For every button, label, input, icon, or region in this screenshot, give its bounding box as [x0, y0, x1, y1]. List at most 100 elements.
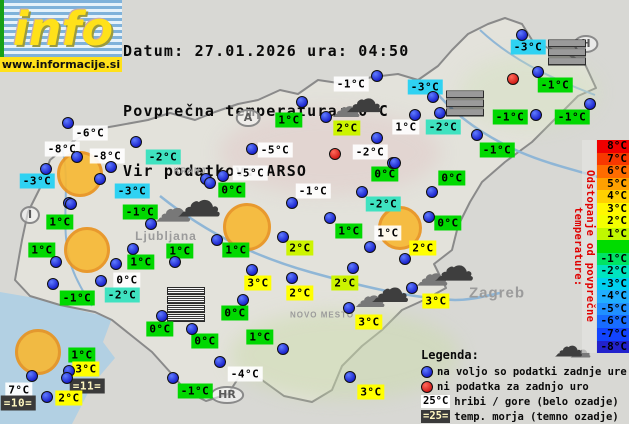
scale-entry: 1°C	[597, 227, 629, 241]
blue-station-dot	[47, 278, 59, 290]
station-temp-label: 2°C	[333, 120, 361, 136]
blue-station-dot	[356, 186, 368, 198]
blue-station-dot	[246, 264, 258, 276]
blue-station-dot	[389, 157, 401, 169]
scale-entry: 6°C	[597, 165, 629, 178]
station-temp-label: -2°C	[145, 149, 181, 165]
fog-icon	[167, 287, 205, 323]
scale-entry: 8°C	[597, 139, 629, 153]
station-temp-label: =10=	[0, 395, 36, 411]
station-temp-label: 1°C	[46, 214, 74, 230]
blue-station-dot	[71, 151, 83, 163]
station-temp-label: 0°C	[434, 215, 462, 231]
legend-item-text: temp. morja (temno ozadje)	[454, 410, 619, 423]
scale-entry: 2°C	[597, 215, 629, 228]
scale-entry: -2°C	[597, 265, 629, 278]
cloud-icon: ☁☁	[154, 173, 222, 231]
station-temp-label: -4°C	[227, 366, 263, 382]
station-temp-label: -1°C	[333, 76, 369, 92]
station-temp-label: 1°C	[28, 242, 56, 258]
blue-station-dot	[186, 323, 198, 335]
station-temp-label: 3°C	[422, 293, 450, 309]
station-temp-label: -3°C	[407, 79, 443, 95]
station-temp-label: 7°C	[5, 382, 33, 398]
blue-station-dot	[65, 198, 77, 210]
blue-station-dot	[371, 70, 383, 82]
blue-station-dot	[423, 211, 435, 223]
station-temp-label: 1°C	[222, 242, 250, 258]
blue-station-dot	[217, 170, 229, 182]
header-source-line: Vir podatkov: ARSO	[123, 162, 308, 180]
scale-entry: -4°C	[597, 290, 629, 303]
station-temp-label: -2°C	[365, 196, 401, 212]
blue-station-dot	[286, 197, 298, 209]
city-map-label: Ljubljana	[135, 229, 197, 243]
blue-station-dot	[41, 391, 53, 403]
city-map-label: NOVO MESTO	[289, 310, 355, 320]
station-temp-label: 2°C	[286, 240, 314, 256]
cloud-icon: ☁☁	[331, 77, 383, 125]
blue-station-dot	[516, 29, 528, 41]
sun-icon	[15, 329, 61, 375]
station-temp-label: -1°C	[537, 77, 573, 93]
blue-station-dot	[40, 163, 52, 175]
header-avg-temp-line: Povprečna temperatura: 0°C	[123, 102, 389, 120]
sun-icon	[223, 203, 271, 251]
station-temp-label: 3°C	[357, 384, 385, 400]
station-temp-label: -3°C	[510, 39, 546, 55]
site-url-link[interactable]: www.informacije.si	[0, 57, 122, 72]
station-temp-label: -1°C	[59, 290, 95, 306]
station-temp-label: -3°C	[19, 173, 55, 189]
blue-station-dot	[347, 262, 359, 274]
blue-station-dot	[409, 109, 421, 121]
sun-icon	[64, 227, 110, 273]
temperature-deviation-scale: 8°C 7°C 6°C 5°C 4°C 3°C 2°C 1°C -1°C -2°C -3°C -4°C…	[597, 139, 629, 354]
station-temp-label: 0°C	[218, 182, 246, 198]
station-temp-label: 3°C	[72, 361, 100, 377]
scale-entry: -5°C	[597, 302, 629, 316]
blue-station-dot	[343, 302, 355, 314]
station-temp-label: -8°C	[89, 148, 125, 164]
blue-station-dot	[277, 343, 289, 355]
station-temp-label: 2°C	[55, 390, 83, 406]
logo-text: info	[12, 1, 114, 56]
legend-item-text: ni podatka za zadnjo uro	[437, 380, 589, 393]
legend-title: Legenda:	[421, 348, 479, 362]
blue-station-dot	[286, 272, 298, 284]
scale-entry	[597, 240, 629, 253]
scale-entry: 4°C	[597, 190, 629, 203]
station-temp-label: 2°C	[286, 285, 314, 301]
station-temp-label: 0°C	[221, 305, 249, 321]
blue-station-dot	[156, 310, 168, 322]
blue-station-dot	[214, 356, 226, 368]
blue-station-dot	[105, 161, 117, 173]
city-map-label: KRANJ	[173, 166, 207, 176]
station-temp-label: -8°C	[44, 141, 80, 157]
legend-item: 25°C hribi / gore (belo ozadje)	[421, 394, 629, 409]
blue-station-dot	[95, 275, 107, 287]
map-header: Datum: 27.01.2026 ura: 04:50 Povprečna t…	[123, 1, 409, 221]
blue-station-dot	[61, 372, 73, 384]
blue-station-dot	[364, 241, 376, 253]
site-logo[interactable]: info	[0, 0, 122, 57]
station-temp-label: -2°C	[104, 287, 140, 303]
scale-entry: -1°C	[597, 252, 629, 266]
blue-station-dot	[434, 107, 446, 119]
station-temp-label: -1°C	[122, 204, 158, 220]
station-temp-label: -1°C	[554, 109, 590, 125]
station-temp-label: 2°C	[409, 240, 437, 256]
station-temp-label: -3°C	[114, 183, 150, 199]
white-label-sample: 25°C	[421, 395, 451, 408]
station-temp-label: -2°C	[352, 144, 388, 160]
station-temp-label: 1°C	[68, 347, 96, 363]
legend-item-text: hribi / gore (belo ozadje)	[454, 395, 619, 408]
scale-entry: 7°C	[597, 152, 629, 166]
blue-station-dot	[324, 212, 336, 224]
station-temp-label: 1°C	[374, 225, 402, 241]
blue-station-dot	[584, 98, 596, 110]
header-date-line: Datum: 27.01.2026 ura: 04:50	[123, 42, 410, 60]
station-temp-label: 0°C	[371, 166, 399, 182]
station-temp-label: 0°C	[191, 333, 219, 349]
blue-station-dot	[426, 186, 438, 198]
